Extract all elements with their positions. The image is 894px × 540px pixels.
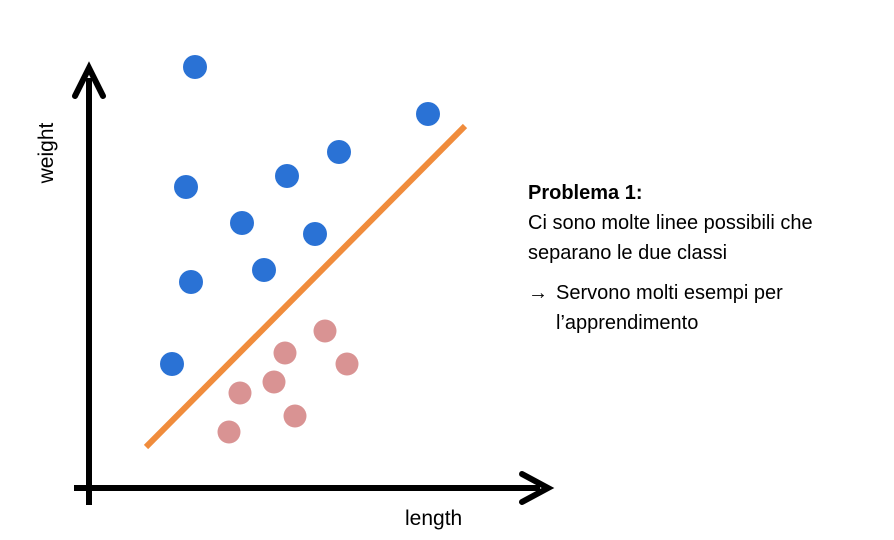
class-a-point-0 [183,55,207,79]
class-a-point-8 [252,258,276,282]
class-a-point-7 [179,270,203,294]
class-b-point-4 [228,381,252,405]
note-title: Problema 1: [528,182,643,204]
class-a-point-9 [160,352,184,376]
class-a-point-6 [303,222,327,246]
y-axis-arrow-icon [72,61,106,99]
right-arrow-icon: → [528,282,548,304]
class-a-point-1 [416,102,440,126]
x-axis-label: length [405,507,463,530]
class-a-point-4 [275,164,299,188]
class-a-point-2 [327,140,351,164]
scatter-plot [72,55,555,505]
note-line-1: Ci sono molte linee possibili che [528,212,813,234]
class-b-point-2 [335,352,359,376]
note-consequence: → Servono molti esempi per l’apprendimen… [528,278,868,338]
y-axis-label: weight [35,122,58,184]
class-b-point-3 [262,370,286,394]
consequence-line-1: Servono molti esempi per [556,282,783,304]
class-b-point-5 [283,404,307,428]
class-a-point-5 [230,211,254,235]
class-a-point-3 [174,175,198,199]
separator-line [143,123,468,450]
class-b-point-1 [273,341,297,365]
data-points [160,55,440,444]
problem-note: Problema 1: Ci sono molte linee possibil… [528,178,868,338]
class-b-point-0 [313,319,337,343]
x-axis-arrow-icon [519,471,555,505]
consequence-line-2: l’apprendimento [556,312,699,334]
class-b-point-6 [217,420,241,444]
note-line-2: separano le due classi [528,242,728,264]
